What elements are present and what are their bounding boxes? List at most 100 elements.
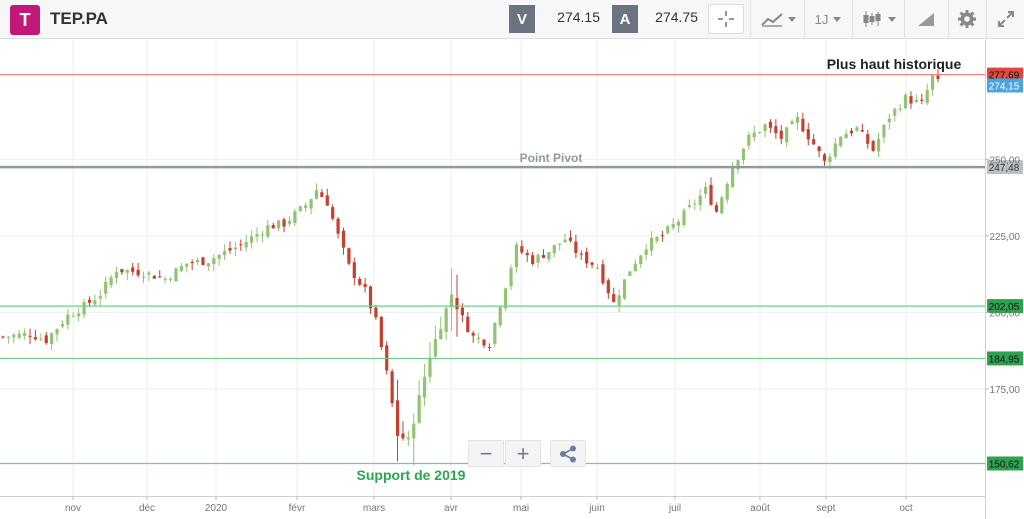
drawing-tools-button[interactable] [908,4,944,34]
candle-body [930,74,935,90]
interval-button[interactable]: 1J [808,4,848,34]
candle-body [812,139,816,145]
candle-body [44,335,48,343]
candle-body [87,299,92,303]
candle-body [925,89,929,104]
candle-body [293,211,297,223]
candle-body [541,255,546,258]
candle-body [93,300,97,305]
sell-button[interactable]: V [509,5,535,33]
candle-body [649,237,654,251]
candle-body [633,263,637,271]
candle-body [871,140,875,151]
level-badge [987,351,1023,366]
level-badge [987,456,1023,471]
candle-body [147,272,151,275]
candle-body [558,243,562,245]
chart-type-button[interactable] [756,4,800,34]
candle-body [233,247,237,250]
settings-button[interactable] [952,4,982,34]
candle-body [903,94,908,109]
candle-body [585,251,589,264]
candle-body [287,220,292,224]
candle-body [752,132,756,138]
candle-body [763,124,767,132]
fullscreen-button[interactable] [992,4,1020,34]
plus-icon: + [516,440,530,466]
candle-body [736,160,740,170]
candle-body [412,423,416,439]
x-tick-label: juin [588,503,605,514]
candle-body [455,297,459,310]
buy-price: 274.75 [655,9,698,25]
zoom-in-button[interactable]: + [505,440,541,467]
candle-body [222,251,227,255]
candle-body [190,262,194,264]
candle-body [341,230,346,248]
x-tick-label: mars [363,503,385,514]
candle-body [277,220,281,229]
candle-body [152,275,156,279]
candle-body [795,116,800,123]
crosshair-icon [718,11,734,27]
candle-body [920,99,924,101]
candle-body [449,294,454,308]
candle-body [104,281,108,294]
zoom-out-button[interactable]: − [468,440,504,467]
candle-body [785,127,789,143]
candle-body [120,269,124,273]
candle-body [893,108,897,116]
candle-body [6,336,11,338]
candle-body [466,316,470,333]
candle-body [77,313,81,317]
candle-body [779,130,783,139]
candle-body [439,329,443,340]
level-badge [987,67,1023,82]
candle-body [552,245,556,254]
candle-body [493,322,497,345]
x-tick-label: juil [668,503,681,514]
candle-body [682,210,686,225]
candle-body [487,347,492,349]
candle-body [768,121,773,128]
level-badge [987,299,1023,314]
candle-body [114,272,119,278]
candle-body [325,195,329,206]
candle-body [379,316,383,348]
share-button[interactable] [550,440,586,467]
candle-body [50,333,54,345]
gear-icon [958,10,976,28]
candle-body [368,286,373,309]
candle-body [260,234,265,236]
candle-body [98,296,102,299]
candle-body [255,234,259,237]
y-tick-label: 225,00 [989,232,1020,243]
candle-body [590,262,594,265]
candle-style-button[interactable] [856,4,900,34]
candle-body [163,278,167,280]
crosshair-button[interactable] [708,4,744,34]
candle-body [158,276,162,278]
buy-button[interactable]: A [612,5,638,33]
x-tick-label: sept [817,503,836,514]
candle-body [395,400,400,436]
candle-body [525,252,529,256]
candle-body [374,307,378,318]
y-tick-label: 175,00 [989,385,1020,396]
level-badge-label: 202,05 [989,302,1020,313]
candle-body [579,253,583,255]
candle-body [1,336,5,338]
candle-body [898,108,902,110]
candle-body [331,207,335,219]
candle-body [671,224,675,228]
x-tick-label: déc [139,503,155,514]
candle-body [347,248,351,264]
candle-body [298,206,302,211]
candle-body [201,257,205,265]
candle-body [406,437,410,440]
y-tick-label: 250,00 [989,155,1020,166]
candle-body [687,205,691,208]
candle-body [422,376,427,398]
x-tick-label: 2020 [205,503,228,514]
